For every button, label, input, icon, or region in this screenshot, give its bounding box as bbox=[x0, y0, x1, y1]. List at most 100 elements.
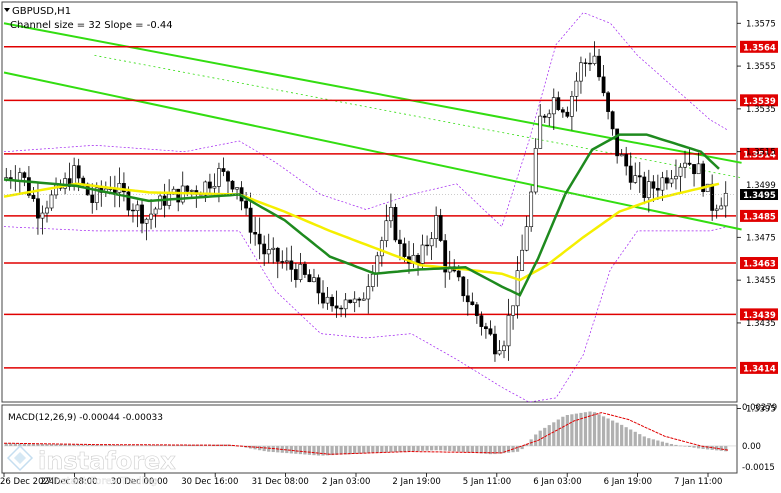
macd-bar bbox=[416, 445, 420, 452]
macd-bar bbox=[303, 445, 307, 455]
ma-fast-line bbox=[3, 133, 720, 297]
macd-bar bbox=[624, 427, 628, 446]
macd-bar bbox=[45, 444, 49, 446]
macd-bar bbox=[31, 443, 36, 446]
candle-body bbox=[189, 190, 194, 192]
x-tick-label: 30 Dec 16:00 bbox=[181, 477, 238, 487]
x-tick-label: 2 Jan 03:00 bbox=[322, 477, 370, 487]
candle-body bbox=[122, 183, 126, 193]
price-tick-label: 1.3575 bbox=[746, 19, 776, 29]
candle-body bbox=[524, 226, 529, 251]
macd-bar bbox=[90, 444, 94, 446]
macd-bar bbox=[552, 422, 556, 446]
candle-body bbox=[357, 298, 362, 301]
candle-body bbox=[135, 204, 140, 211]
candle-body bbox=[149, 213, 153, 220]
candle-body bbox=[556, 97, 561, 110]
macd-bar bbox=[312, 445, 316, 456]
macd-bar bbox=[375, 445, 379, 453]
candle-body bbox=[81, 177, 86, 185]
macd-bar bbox=[479, 445, 483, 454]
candle-body bbox=[687, 162, 692, 165]
candle-body bbox=[438, 215, 443, 241]
macd-bar bbox=[669, 443, 674, 446]
macd-signal-line bbox=[4, 412, 729, 455]
macd-bar bbox=[706, 445, 710, 450]
collapse-triangle-icon[interactable] bbox=[4, 8, 10, 12]
candle-body bbox=[474, 304, 479, 316]
macd-bar bbox=[493, 445, 497, 455]
candle-body bbox=[207, 181, 212, 189]
candle-body bbox=[569, 96, 574, 117]
candle-body bbox=[94, 187, 99, 203]
candle-body bbox=[692, 164, 696, 175]
candle-body bbox=[678, 166, 683, 177]
macd-bar bbox=[95, 444, 99, 446]
level-label-bg bbox=[740, 40, 778, 53]
macd-tick-label: -0.0015 bbox=[742, 463, 775, 473]
candle-body bbox=[388, 207, 393, 222]
candle-body bbox=[126, 191, 131, 211]
macd-bar bbox=[402, 445, 407, 452]
candle-body bbox=[597, 55, 601, 78]
candle-body bbox=[434, 215, 439, 239]
candle-body bbox=[226, 171, 230, 182]
macd-bar bbox=[592, 412, 597, 446]
candle-body bbox=[669, 178, 674, 184]
price-tick-label: 1.3535 bbox=[746, 105, 776, 115]
candle-body bbox=[443, 240, 448, 273]
level-label-bg bbox=[740, 209, 778, 222]
candle-body bbox=[298, 263, 303, 280]
level-label: 1.3539 bbox=[743, 97, 776, 107]
macd-bar bbox=[420, 445, 425, 451]
candle-body bbox=[560, 109, 565, 113]
macd-bar bbox=[715, 445, 719, 451]
candle-body bbox=[484, 326, 488, 330]
macd-bar bbox=[674, 444, 678, 446]
candle-body bbox=[63, 178, 67, 189]
candle-body bbox=[334, 305, 339, 309]
macd-bar bbox=[185, 444, 189, 446]
level-label: 1.3514 bbox=[743, 150, 776, 160]
candle-body bbox=[420, 244, 425, 264]
price-tick-label: 1.3475 bbox=[746, 233, 776, 243]
candle-body bbox=[511, 305, 515, 316]
candle-body bbox=[343, 299, 348, 310]
macd-bar bbox=[570, 414, 574, 446]
candle-body bbox=[339, 307, 344, 310]
macd-bar bbox=[475, 445, 479, 454]
candle-body bbox=[153, 208, 158, 215]
macd-bar bbox=[144, 445, 149, 446]
macd-panel-frame bbox=[1, 404, 738, 474]
macd-bar bbox=[534, 434, 538, 446]
macd-bar bbox=[701, 445, 705, 449]
macd-bar bbox=[719, 445, 723, 451]
macd-bar bbox=[588, 411, 592, 446]
candle-body bbox=[402, 243, 407, 257]
candle-body bbox=[361, 298, 366, 301]
macd-bar bbox=[470, 445, 474, 453]
candle-body bbox=[321, 292, 325, 304]
macd-bar bbox=[362, 445, 366, 454]
candle-body bbox=[212, 186, 217, 189]
candle-body bbox=[520, 249, 525, 271]
macd-bar bbox=[40, 443, 45, 446]
candle-body bbox=[579, 62, 583, 82]
level-label-bg bbox=[740, 94, 778, 107]
macd-bar bbox=[357, 445, 361, 454]
channel-info: Channel size = 32 Slope = -0.44 bbox=[10, 20, 173, 31]
macd-bar bbox=[108, 444, 112, 446]
x-tick-label: 7 Jan 11:00 bbox=[674, 477, 722, 487]
macd-bar bbox=[488, 445, 493, 455]
macd-bar bbox=[556, 419, 560, 446]
macd-bar bbox=[63, 444, 67, 446]
candle-body bbox=[610, 111, 615, 130]
candle-body bbox=[131, 209, 135, 212]
candle-body bbox=[203, 181, 208, 196]
candle-body bbox=[366, 286, 371, 300]
macd-bar bbox=[525, 444, 529, 446]
macd-bar bbox=[724, 445, 728, 452]
macd-bar bbox=[565, 415, 569, 446]
current-price-label: 1.3495 bbox=[743, 191, 776, 201]
candle-body bbox=[470, 301, 475, 305]
